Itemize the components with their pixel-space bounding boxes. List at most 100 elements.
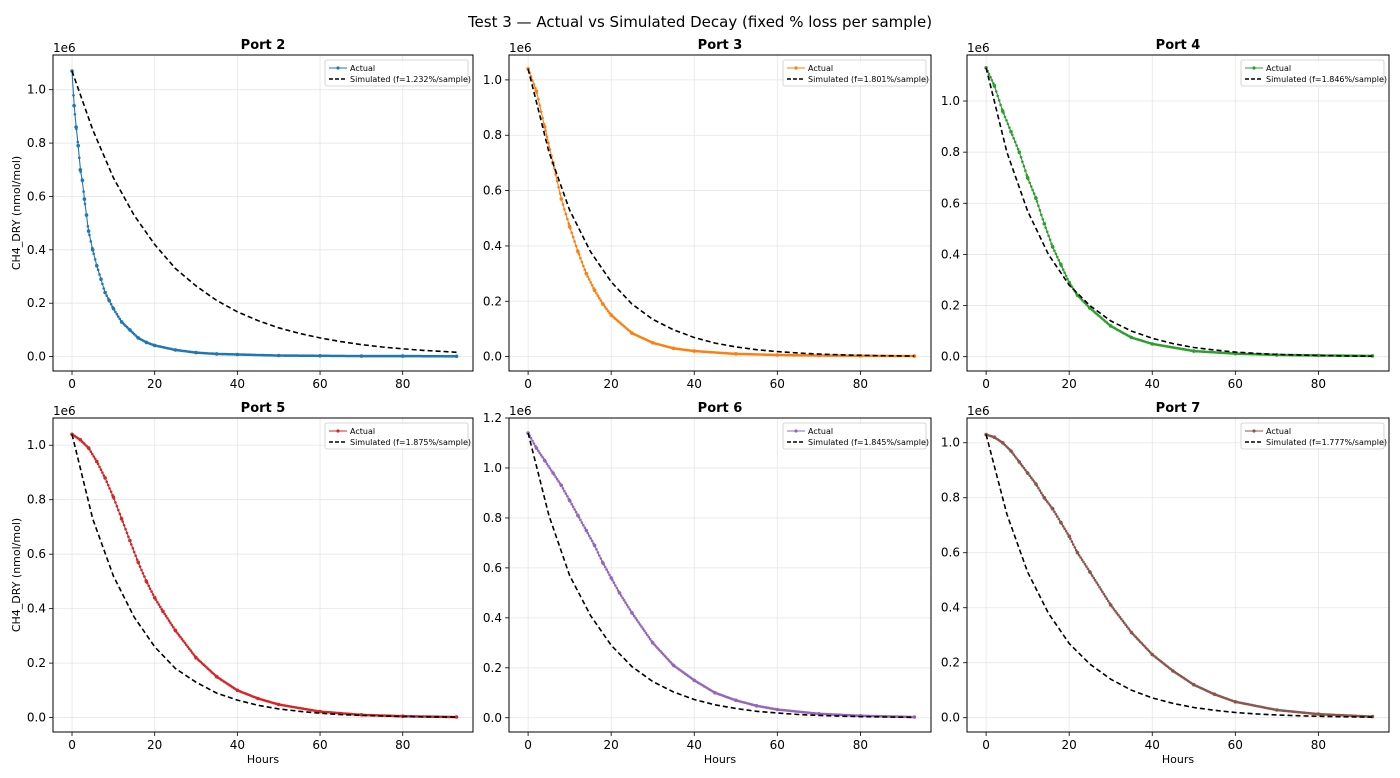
actual-point [541,456,544,459]
legend: Actual Simulated (f=1.845%/sample) [782,422,929,450]
actual-point [599,557,603,560]
actual-point [121,520,124,523]
actual-point [999,103,1002,107]
actual-data-point [144,579,149,584]
actual-point [1072,543,1075,546]
panel-6: 0 20 40 60 80 0.0 0.2 0.4 0.6 0.8 1.0 Port 7 1e6 Hour… [941,401,1390,766]
actual-point [1082,560,1085,564]
legend-entry: Actual [1266,64,1291,73]
actual-point [1102,592,1106,596]
actual-point [1019,156,1023,159]
actual-point [166,617,169,620]
panel-title: Port 4 [1156,38,1201,53]
actual-point [538,104,541,107]
actual-data-point [692,678,696,683]
actual-point [157,603,161,606]
actual-point [185,643,188,647]
x-tick-label: 40 [230,377,245,391]
x-tick-label: 60 [1228,738,1243,752]
legend-box [1240,59,1385,87]
x-tick-label: 60 [312,377,327,391]
actual-point [587,534,591,537]
actual-point [1112,608,1116,611]
legend-actual-marker [1252,429,1256,433]
actual-point [1098,585,1101,589]
actual-point [580,521,584,524]
actual-data-point [90,248,95,252]
actual-point [614,584,617,587]
y-tick-label: 0.0 [941,350,960,364]
actual-point [1063,271,1066,275]
actual-point [102,287,106,290]
actual-point [539,453,543,457]
actual-point [1053,249,1056,253]
actual-data-point [542,125,547,129]
actual-point [147,584,150,588]
actual-point [561,487,565,490]
actual-data-point [235,688,240,693]
y-offset-label: 1e6 [53,404,76,418]
actual-point [186,645,190,649]
actual-data-point [754,704,759,708]
actual-data-point [194,350,198,355]
actual-data-point [119,320,124,324]
actual-point [550,469,553,472]
legend-entry: Actual [350,64,375,73]
actual-data-point [1000,440,1005,445]
y-tick-label: 1.2 [483,411,502,425]
actual-point [1037,486,1040,490]
actual-point [564,492,568,496]
actual-data-point [276,702,281,707]
actual-point [1015,144,1018,147]
actual-point [135,558,139,561]
y-tick-label: 1.0 [27,438,46,452]
actual-point [621,596,624,600]
y-tick-label: 1.0 [483,73,502,87]
actual-point [1029,476,1033,480]
legend: Actual Simulated (f=1.875%/sample) [324,422,471,450]
actual-point [1054,252,1058,256]
actual-point [646,633,649,637]
y-tick-label: 0.2 [483,661,502,675]
simulated-series-line [985,67,1373,357]
actual-point [603,565,607,569]
actual-point [1057,517,1061,521]
simulated-series-line [985,434,1373,718]
actual-point [595,292,598,295]
x-tick-label: 20 [147,738,162,752]
legend-actual-marker [336,429,340,433]
y-tick-label: 0.2 [941,656,960,670]
actual-point [990,79,994,82]
actual-point [529,436,533,440]
actual-point [1124,623,1127,627]
y-tick-label: 0.6 [483,561,502,575]
actual-point [109,490,113,494]
x-tick-label: 0 [524,377,532,391]
simulated-series-line [527,68,915,357]
x-tick-label: 0 [982,738,990,752]
actual-data-point [576,249,580,254]
actual-data-point [119,517,124,521]
x-tick-label: 20 [1062,738,1077,752]
actual-point [1127,627,1130,630]
actual-data-point [103,476,107,480]
actual-point [579,518,582,522]
actual-data-point [1025,471,1030,475]
y-offset-label: 1e6 [53,41,76,55]
actual-data-point [111,495,116,499]
actual-point [1056,255,1059,259]
legend-entry: Simulated (f=1.777%/sample) [1266,438,1387,447]
axes-frame [52,54,474,372]
actual-point [612,581,616,584]
actual-data-point [650,641,655,645]
actual-point [1086,567,1090,571]
actual-point [996,94,999,98]
actual-point [561,203,565,206]
y-tick-label: 0.6 [941,546,960,560]
actual-point [545,462,549,466]
actual-point [1048,504,1052,507]
actual-data-point [601,302,605,306]
actual-point [567,222,571,226]
actual-point [82,190,85,193]
legend-entry: Simulated (f=1.875%/sample) [350,438,471,447]
